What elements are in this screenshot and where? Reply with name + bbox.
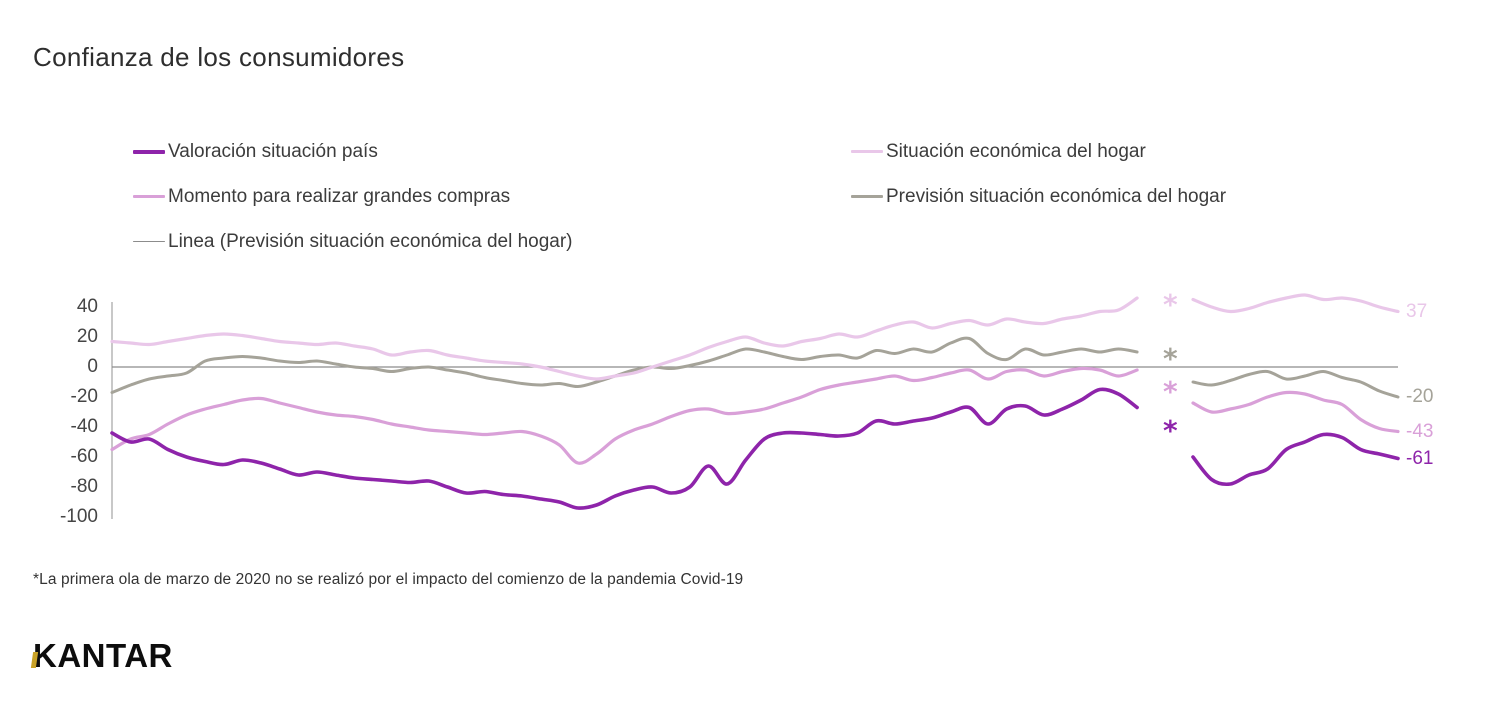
kantar-logo: KANTAR (30, 637, 173, 675)
legend-column-right: Situación económica del hogar Previsión s… (851, 129, 1226, 219)
y-axis-tick-label: 0 (87, 356, 98, 377)
y-axis-tick-label: 20 (76, 326, 98, 347)
legend-swatch-line (133, 149, 165, 154)
footnote: *La primera ola de marzo de 2020 no se r… (33, 571, 744, 588)
series-line-valoracion-pais (1191, 432, 1400, 487)
legend-item-label: Linea (Previsión situación económica del… (168, 230, 573, 252)
legend-item: Momento para realizar grandes compras (133, 174, 573, 219)
y-axis-tick-label: -20 (70, 386, 98, 407)
series-end-value-label: -61 (1406, 447, 1434, 469)
series-line-situacion-hogar (1191, 293, 1400, 314)
series-end-value-label: 37 (1406, 300, 1428, 322)
gap-asterisk: * (1163, 414, 1178, 447)
legend-item: Situación económica del hogar (851, 129, 1226, 174)
y-axis-tick-label: -80 (70, 476, 98, 497)
series-line-situacion-hogar (110, 296, 1139, 381)
y-axis-tick-label: 40 (76, 296, 98, 317)
series-line-prevision-hogar (110, 336, 1139, 394)
legend-item-label: Previsión situación económica del hogar (886, 185, 1227, 207)
series-line-prevision-hogar (1191, 369, 1400, 399)
legend-swatch-line (133, 240, 165, 243)
legend-item-label: Valoración situación país (168, 140, 378, 162)
legend-item: Valoración situación país (133, 129, 573, 174)
series-line-valoracion-pais (110, 387, 1139, 510)
legend-item: Previsión situación económica del hogar (851, 174, 1226, 219)
gap-asterisk: * (1163, 288, 1178, 321)
legend-item-label: Situación económica del hogar (886, 140, 1146, 162)
series-line-grandes-compras (110, 366, 1139, 465)
page-title: Confianza de los consumidores (33, 42, 405, 72)
legend-swatch-line (851, 149, 883, 154)
series-end-value-label: -43 (1406, 420, 1434, 442)
y-axis-tick-label: -40 (70, 416, 98, 437)
series-line-grandes-compras (1191, 390, 1400, 434)
y-axis-tick-label: -60 (70, 446, 98, 467)
logo-text: KANTAR (33, 637, 173, 674)
gap-asterisk: * (1163, 342, 1178, 375)
y-axis-tick-label: -100 (59, 506, 98, 527)
legend-swatch-line (851, 194, 883, 199)
legend-swatch-line (133, 194, 165, 199)
legend-item-label: Momento para realizar grandes compras (168, 185, 511, 207)
series-end-value-label: -20 (1406, 386, 1434, 407)
legend-item: Linea (Previsión situación económica del… (133, 219, 573, 264)
gap-asterisk: * (1163, 375, 1178, 408)
legend-column-left: Valoración situación país Momento para re… (133, 129, 573, 264)
